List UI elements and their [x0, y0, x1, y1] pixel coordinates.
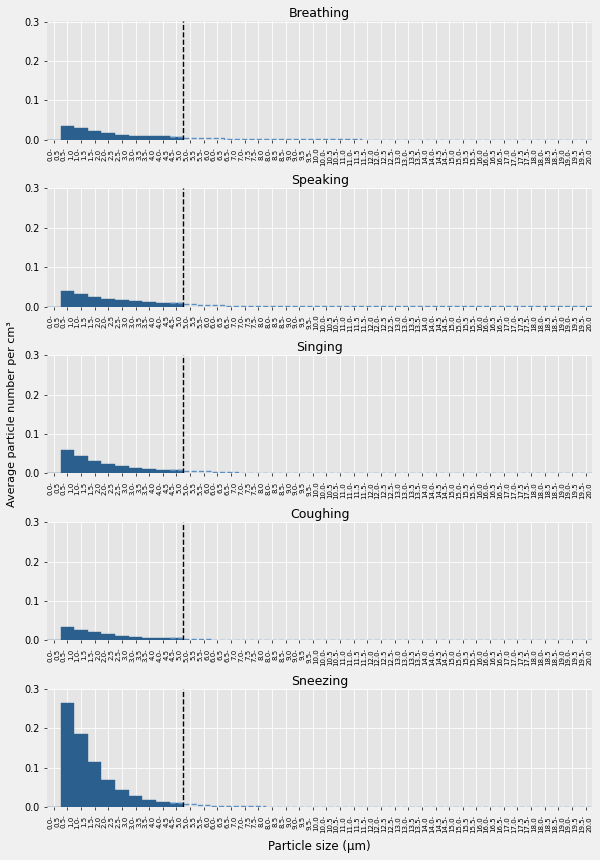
Bar	[101, 133, 115, 139]
Title: Speaking: Speaking	[290, 174, 349, 187]
Bar	[115, 636, 129, 641]
Title: Singing: Singing	[296, 341, 343, 353]
Bar	[170, 638, 183, 641]
Bar	[142, 800, 156, 808]
Bar	[88, 461, 101, 473]
Bar	[129, 796, 142, 808]
Bar	[74, 293, 88, 306]
Bar	[61, 703, 74, 808]
Bar	[101, 635, 115, 641]
Bar	[142, 469, 156, 473]
Bar	[129, 136, 142, 139]
Bar	[115, 790, 129, 808]
Bar	[170, 803, 183, 808]
Bar	[156, 802, 170, 808]
Bar	[170, 470, 183, 473]
Bar	[129, 636, 142, 641]
Bar	[74, 630, 88, 641]
Bar	[101, 298, 115, 306]
Bar	[61, 627, 74, 641]
Bar	[142, 302, 156, 306]
Bar	[74, 128, 88, 139]
Bar	[129, 468, 142, 473]
Bar	[142, 637, 156, 641]
Title: Coughing: Coughing	[290, 507, 349, 520]
Bar	[88, 297, 101, 306]
Bar	[101, 780, 115, 808]
Bar	[142, 136, 156, 139]
Bar	[61, 126, 74, 139]
Bar	[156, 137, 170, 139]
Bar	[156, 470, 170, 473]
Bar	[156, 638, 170, 641]
Bar	[74, 456, 88, 473]
Bar	[88, 762, 101, 808]
Title: Sneezing: Sneezing	[291, 674, 348, 687]
Bar	[170, 304, 183, 306]
Bar	[156, 303, 170, 306]
Bar	[88, 632, 101, 641]
Y-axis label: Average particle number per cm³: Average particle number per cm³	[7, 322, 17, 507]
Bar	[115, 134, 129, 139]
Bar	[61, 450, 74, 473]
Title: Breathing: Breathing	[289, 7, 350, 20]
Bar	[115, 466, 129, 473]
Bar	[115, 300, 129, 306]
Bar	[88, 131, 101, 139]
Bar	[61, 291, 74, 306]
Bar	[74, 734, 88, 808]
Bar	[129, 301, 142, 306]
Bar	[170, 137, 183, 139]
X-axis label: Particle size (μm): Particle size (μm)	[268, 840, 371, 853]
Bar	[101, 464, 115, 473]
